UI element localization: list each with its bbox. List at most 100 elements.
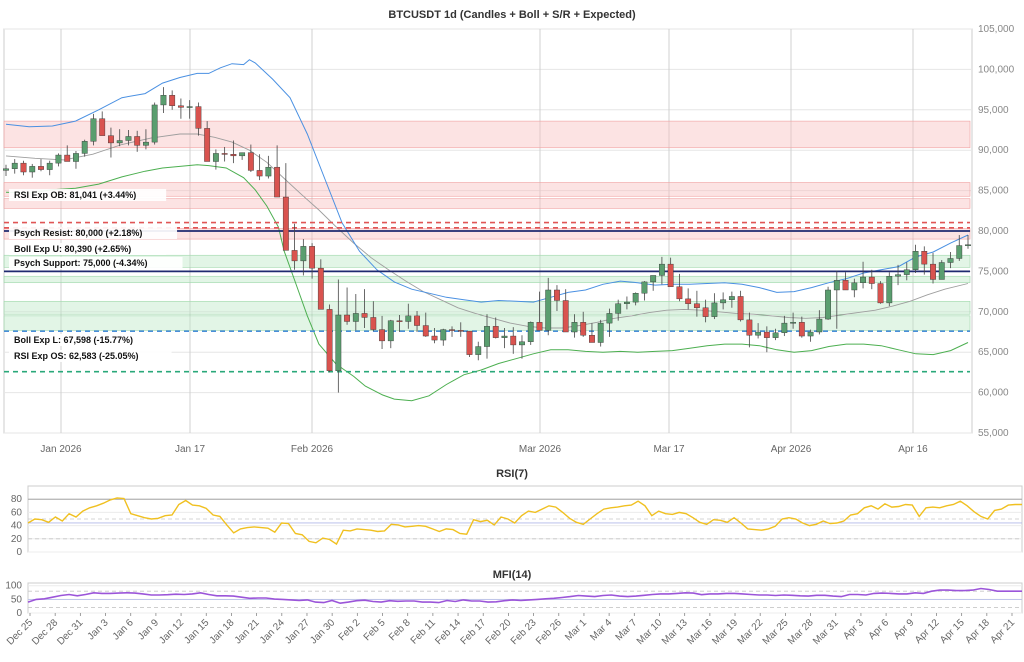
candle-body <box>387 320 394 342</box>
mfi-x-tick-label: Feb 14 <box>433 617 463 647</box>
mfi-x-tick-label: Apr 6 <box>867 617 892 642</box>
bollinger-upper-line <box>5 59 969 303</box>
mfi-x-tick-label: Dec 25 <box>5 617 35 647</box>
candle-body <box>195 106 202 129</box>
candle-body <box>667 263 674 287</box>
candle-body <box>606 313 613 324</box>
candle-body <box>833 280 840 291</box>
candle-body <box>658 263 665 276</box>
candle-body <box>361 313 368 318</box>
candle-body <box>947 258 954 263</box>
price-y-tick-label: 80,000 <box>978 226 1009 237</box>
level-label: RSI Exp OS: 62,583 (-25.05%) <box>14 351 139 361</box>
candle-body <box>763 331 770 338</box>
candle-body <box>108 135 114 144</box>
candle-body <box>860 276 866 283</box>
candle-body <box>265 166 272 177</box>
candle-body <box>90 118 97 142</box>
rsi-y-tick-label: 80 <box>11 494 23 505</box>
mfi-x-tick-label: Jan 6 <box>111 617 136 642</box>
candle-body <box>825 289 831 320</box>
mfi-x-tick-label: Mar 16 <box>685 617 715 647</box>
support-zone <box>3 300 971 315</box>
level-label-background <box>9 257 183 269</box>
mfi-x-tick-label: Apr 3 <box>841 617 866 642</box>
candle-body <box>247 152 254 171</box>
candle-body <box>38 166 44 170</box>
candle-body <box>510 335 517 346</box>
candle-body <box>466 330 473 355</box>
mfi-x-tick-label: Mar 28 <box>786 617 816 647</box>
candle-body <box>842 280 849 291</box>
resistance-zone <box>3 198 971 209</box>
candle-body <box>597 322 604 343</box>
candle-body <box>912 250 919 270</box>
candle-body <box>440 329 447 341</box>
candle-body <box>116 140 123 144</box>
resistance-zone <box>3 182 971 197</box>
candle-body <box>519 341 525 346</box>
price-x-tick-label: Mar 2026 <box>519 444 562 455</box>
mfi-y-tick-label: 50 <box>11 594 23 605</box>
mfi-line <box>27 587 1022 605</box>
candle-body <box>816 318 823 333</box>
candle-body <box>554 289 560 301</box>
mfi-x-tick-label: Apr 21 <box>989 617 1018 646</box>
rsi-y-tick-label: 20 <box>11 534 23 545</box>
candle-body <box>291 250 298 262</box>
candle-body <box>73 153 79 162</box>
candle-body <box>772 332 779 338</box>
mfi-plot-frame <box>27 582 1023 614</box>
mfi-x-tick-label: Jan 15 <box>182 617 211 646</box>
candle-body <box>46 162 53 170</box>
candle-body <box>536 322 543 331</box>
mfi-x-tick-label: Apr 12 <box>913 617 942 646</box>
candle-body <box>55 154 62 164</box>
candle-body <box>693 303 700 308</box>
candle-body <box>589 335 595 343</box>
candle-body <box>81 141 88 154</box>
candle-body <box>64 154 71 162</box>
candle-body <box>151 104 158 143</box>
candle-body <box>326 309 333 371</box>
candle-body <box>405 315 412 322</box>
candle-body <box>344 314 350 322</box>
price-y-tick-label: 55,000 <box>978 428 1009 439</box>
candle-body <box>956 245 963 259</box>
support-zone <box>3 254 971 268</box>
candle-body <box>641 281 648 294</box>
price-y-tick-label: 90,000 <box>978 145 1009 156</box>
candle-body <box>685 298 692 304</box>
candle-body <box>755 331 762 336</box>
candle-body <box>125 136 132 141</box>
rsi-panel: 0 20 40 60 80 <box>11 485 1023 558</box>
mfi-x-tick-label: Mar 4 <box>588 617 614 643</box>
mfi-y-tick-label: 100 <box>5 581 22 592</box>
candle-body <box>798 322 805 337</box>
price-x-tick-label: Feb 2026 <box>291 444 334 455</box>
candle-body <box>475 346 482 355</box>
candle-body <box>431 335 438 341</box>
mfi-x-tick-label: Mar 10 <box>635 617 665 647</box>
mfi-x-tick-label: Dec 28 <box>30 617 60 647</box>
mfi-x-tick-label: Jan 18 <box>208 617 237 646</box>
bollinger-mid-line <box>5 133 969 329</box>
price-x-tick-label: Jan 2026 <box>40 444 82 455</box>
candle-body <box>484 326 490 347</box>
price-y-tick-label: 75,000 <box>978 266 1009 277</box>
rsi-y-tick-label: 60 <box>11 507 23 518</box>
mfi-x-tick-label: Jan 12 <box>157 617 186 646</box>
price-x-tick-label: Mar 17 <box>653 444 685 455</box>
mfi-x-tick-label: Dec 31 <box>55 617 85 647</box>
candle-body <box>239 152 246 157</box>
candle-body <box>309 246 316 269</box>
candle-body <box>457 330 464 332</box>
candle-body <box>352 313 359 322</box>
candle-body <box>895 274 901 277</box>
mfi-x-tick-label: Mar 31 <box>811 617 841 647</box>
level-label-background <box>9 350 172 362</box>
price-x-tick-label: Jan 17 <box>175 444 205 455</box>
candle-body <box>335 314 342 371</box>
